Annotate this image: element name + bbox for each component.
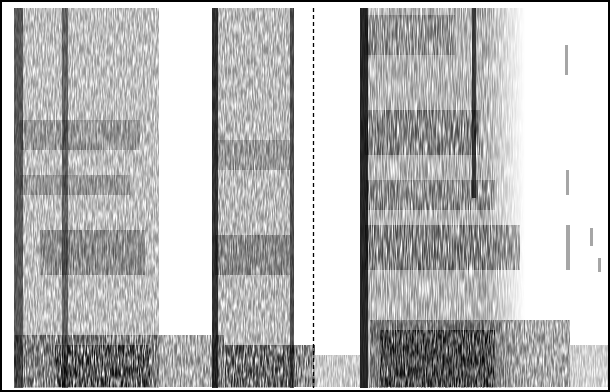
trailing-bursts bbox=[565, 45, 601, 272]
formant-bands bbox=[20, 15, 520, 275]
voiced-segment-2 bbox=[212, 8, 294, 388]
voiced-segment-1 bbox=[14, 8, 159, 388]
low-frequency-energy bbox=[14, 320, 608, 387]
onset-lines bbox=[14, 8, 476, 388]
